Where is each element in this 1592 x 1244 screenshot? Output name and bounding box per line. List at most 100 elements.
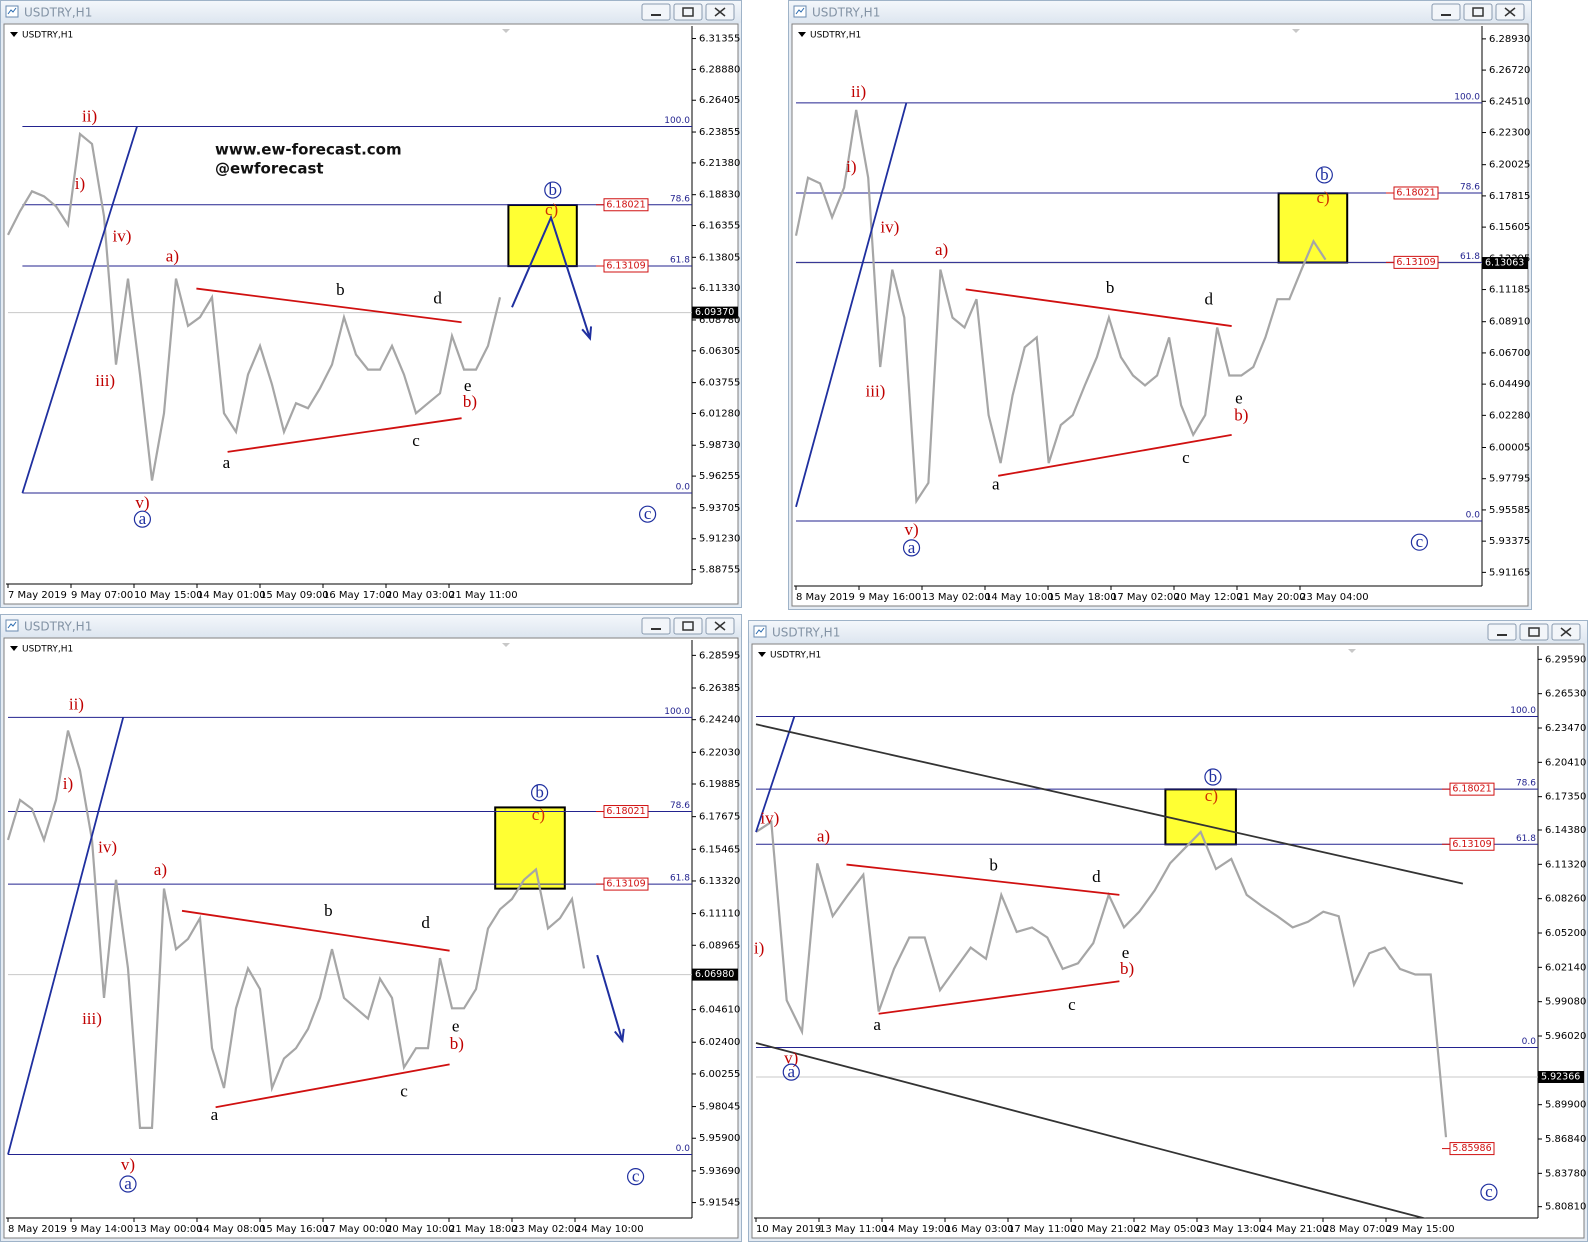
wave-label: i) — [63, 774, 73, 793]
minimize-button-box — [1431, 3, 1461, 21]
symbol-arrow — [758, 652, 766, 657]
x-tick-label: 24 May 10:00 — [575, 1224, 644, 1235]
wave-label: a) — [166, 246, 179, 265]
y-tick-label: 6.26720 — [1489, 65, 1530, 76]
y-tick-label: 6.11330 — [699, 283, 740, 294]
x-tick-label: 20 May 21:00 — [1071, 1224, 1140, 1235]
wave-label: b) — [1234, 405, 1248, 424]
y-tick-label: 6.08965 — [699, 940, 740, 951]
wave-label: a — [992, 475, 1000, 494]
y-tick-label: 6.17675 — [699, 812, 740, 823]
y-tick-label: 6.22300 — [1489, 128, 1530, 139]
close-button[interactable] — [705, 3, 735, 21]
fib-label: 78.6 — [1516, 779, 1536, 789]
y-tick-label: 6.02400 — [699, 1037, 740, 1048]
x-tick-label: 20 May 12:00 — [1174, 592, 1243, 603]
maximize-button[interactable] — [1519, 623, 1549, 641]
x-tick-label: 20 May 03:00 — [386, 590, 455, 601]
x-tick-label: 15 May 16:00 — [260, 1224, 329, 1235]
y-tick-label: 6.26530 — [1545, 689, 1586, 700]
price-tag-box — [1393, 186, 1439, 200]
y-tick-label: 6.03755 — [699, 378, 740, 389]
wave-label: c — [1416, 532, 1424, 551]
wave-label: a — [908, 538, 916, 557]
symbol-arrow — [798, 32, 806, 37]
minimize-button[interactable] — [641, 3, 671, 21]
minimize-button[interactable] — [1431, 3, 1461, 21]
wave-circle — [638, 505, 657, 523]
x-tick-label: 17 May 11:00 — [1008, 1224, 1077, 1235]
close-button[interactable] — [705, 617, 735, 635]
y-tick-label: 6.08260 — [1545, 894, 1586, 905]
wave-label: b — [535, 783, 544, 802]
maximize-button-box — [673, 3, 703, 21]
x-tick-label: 14 May 01:00 — [197, 590, 266, 601]
y-tick-label: 6.20025 — [1489, 160, 1530, 171]
watermark: @ewforecast — [215, 160, 324, 178]
scroll-marker — [502, 643, 510, 647]
maximize-button[interactable] — [673, 617, 703, 635]
maximize-button[interactable] — [1463, 3, 1493, 21]
x-tick-label: 17 May 00:00 — [323, 1224, 392, 1235]
trend-line — [965, 288, 1232, 327]
window-title: USDTRY,H1 — [772, 626, 840, 640]
wave-label: b — [549, 180, 558, 199]
y-tick-label: 5.95585 — [1489, 505, 1530, 516]
symbol-label: USDTRY,H1 — [810, 31, 861, 41]
minimize-button[interactable] — [1487, 623, 1517, 641]
price-tag-label: 6.18021 — [1396, 187, 1435, 198]
wave-circle — [782, 1063, 800, 1081]
y-tick-label: 6.06700 — [1489, 348, 1530, 359]
wave-label: a) — [817, 827, 830, 846]
fib-label: 0.0 — [1522, 1037, 1537, 1047]
x-tick-label: 9 May 16:00 — [859, 592, 921, 603]
minimize-button-box — [641, 3, 671, 21]
wave-label: c) — [545, 200, 558, 219]
wave-label: v) — [135, 493, 149, 512]
y-tick-label: 5.93705 — [699, 503, 740, 514]
price-tag-label: 6.13109 — [606, 260, 645, 271]
minimize-button[interactable] — [641, 617, 671, 635]
minimize-button-box — [641, 617, 671, 635]
target-zone — [494, 806, 566, 890]
close-button[interactable] — [1551, 623, 1581, 641]
current-price-box — [1482, 257, 1528, 270]
y-tick-label: 5.93690 — [699, 1166, 740, 1177]
y-tick-label: 6.23855 — [699, 127, 740, 138]
x-tick-label: 10 May 15:00 — [134, 590, 203, 601]
fib-label: 61.8 — [1460, 252, 1480, 262]
y-tick-label: 6.14380 — [1545, 825, 1586, 836]
wave-label: iv) — [98, 838, 117, 857]
x-tick-label: 20 May 10:00 — [386, 1224, 455, 1235]
y-tick-label: 6.20410 — [1545, 757, 1586, 768]
wave-circle — [626, 1168, 645, 1186]
maximize-button[interactable] — [673, 3, 703, 21]
y-tick-label: 6.01280 — [699, 408, 740, 419]
y-tick-label: 5.99080 — [1545, 997, 1586, 1008]
current-price-box — [692, 968, 738, 981]
wave-label: ii) — [82, 107, 97, 126]
maximize-button-box — [673, 617, 703, 635]
fib-label: 0.0 — [676, 482, 691, 492]
scroll-marker — [1348, 649, 1356, 653]
current-price-label: 5.92366 — [1541, 1072, 1580, 1083]
wave-label: c — [632, 1167, 640, 1186]
y-tick-label: 6.21380 — [699, 158, 740, 169]
glyph — [1528, 627, 1540, 637]
wave-circle — [544, 181, 562, 199]
close-button[interactable] — [1495, 3, 1525, 21]
wave-circle — [530, 784, 549, 802]
glyph — [714, 7, 726, 17]
y-tick-label: 6.11185 — [1489, 285, 1530, 296]
glyph — [682, 621, 694, 631]
wave-label: c) — [1205, 786, 1218, 805]
wave-label: ii) — [69, 694, 84, 713]
y-tick-label: 5.91545 — [699, 1198, 740, 1209]
y-tick-label: 6.11320 — [1545, 859, 1586, 870]
y-tick-label: 6.15605 — [1489, 222, 1530, 233]
y-tick-label: 6.16355 — [699, 221, 740, 232]
symbol-label: USDTRY,H1 — [770, 651, 821, 661]
wave-label: b — [989, 856, 998, 875]
